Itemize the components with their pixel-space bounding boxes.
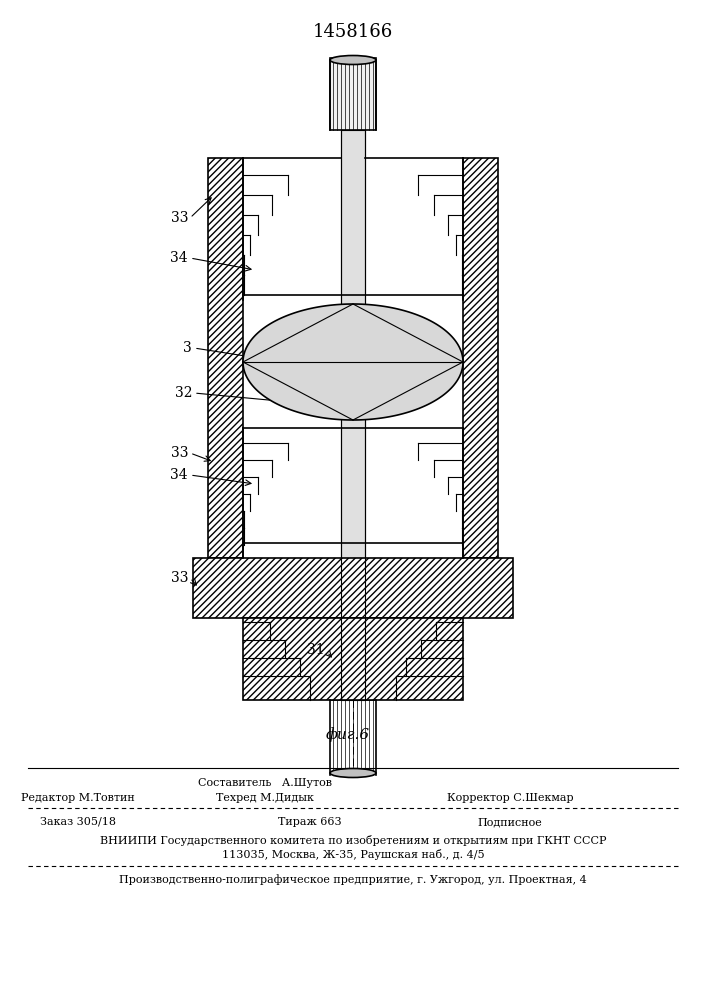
Text: 1458166: 1458166 [313, 23, 393, 41]
Text: Подписное: Подписное [478, 817, 542, 827]
Bar [341, 130, 365, 700]
Text: 33: 33 [170, 571, 188, 585]
Text: 34: 34 [170, 251, 188, 265]
Text: ВНИИПИ Государственного комитета по изобретениям и открытиям при ГКНТ СССР: ВНИИПИ Государственного комитета по изоб… [100, 834, 606, 846]
Text: 33: 33 [170, 446, 188, 460]
Text: Заказ 305/18: Заказ 305/18 [40, 817, 116, 827]
Text: 31: 31 [308, 643, 325, 657]
Bar [330, 58, 376, 130]
Bar [193, 558, 513, 618]
Bar [463, 158, 498, 558]
Text: 34: 34 [170, 468, 188, 482]
Text: фиг.6: фиг.6 [326, 728, 370, 742]
Text: Корректор С.Шекмар: Корректор С.Шекмар [447, 793, 573, 803]
Text: Редактор М.Товтин: Редактор М.Товтин [21, 793, 135, 803]
Text: Техред М.Дидык: Техред М.Дидык [216, 793, 314, 803]
Bar [330, 625, 376, 700]
Text: 3: 3 [183, 341, 192, 355]
Ellipse shape [330, 768, 376, 778]
Ellipse shape [330, 55, 376, 64]
Text: 32: 32 [175, 386, 192, 400]
Text: Составитель   А.Шутов: Составитель А.Шутов [198, 778, 332, 788]
Text: 113035, Москва, Ж-35, Раушская наб., д. 4/5: 113035, Москва, Ж-35, Раушская наб., д. … [222, 850, 484, 860]
Bar [243, 618, 463, 700]
Polygon shape [243, 304, 463, 420]
Text: Тираж 663: Тираж 663 [278, 817, 341, 827]
Bar [208, 158, 243, 558]
Text: 33: 33 [170, 211, 188, 225]
Text: Производственно-полиграфическое предприятие, г. Ужгород, ул. Проектная, 4: Производственно-полиграфическое предприя… [119, 875, 587, 885]
